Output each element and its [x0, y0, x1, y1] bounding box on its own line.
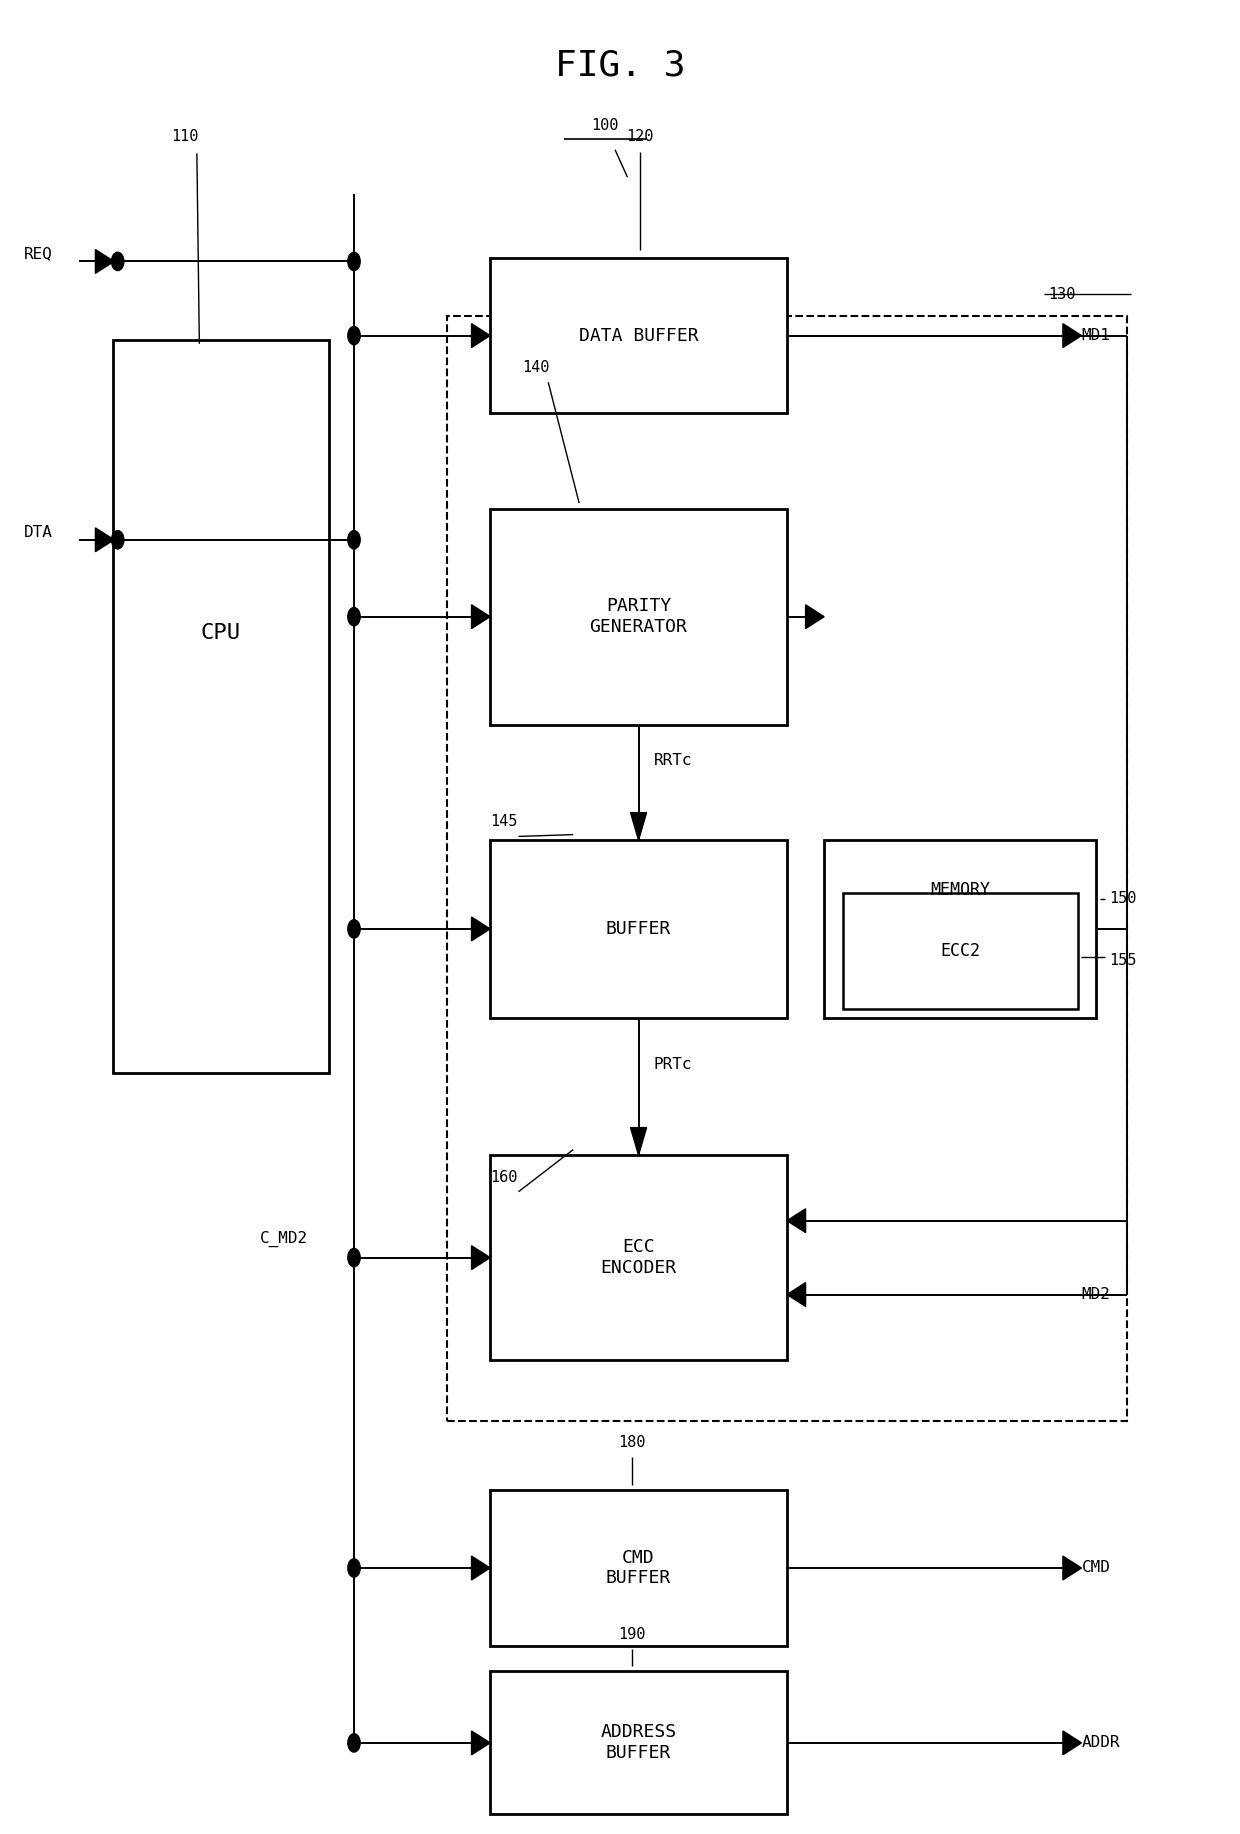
- Polygon shape: [1063, 1731, 1081, 1755]
- Circle shape: [112, 530, 124, 548]
- Bar: [490, 508, 787, 724]
- Text: ECC
ENCODER: ECC ENCODER: [600, 1238, 677, 1276]
- Text: CMD
BUFFER: CMD BUFFER: [606, 1548, 671, 1588]
- Bar: [843, 893, 1078, 1009]
- Polygon shape: [471, 1555, 490, 1579]
- Polygon shape: [471, 1731, 490, 1755]
- Polygon shape: [471, 605, 490, 629]
- Text: 150: 150: [1109, 891, 1136, 906]
- Text: 140: 140: [522, 359, 549, 376]
- Polygon shape: [806, 605, 825, 629]
- Text: FIG. 3: FIG. 3: [554, 48, 686, 83]
- Circle shape: [347, 1733, 360, 1751]
- Circle shape: [347, 1559, 360, 1577]
- Text: RRTc: RRTc: [653, 754, 692, 768]
- Polygon shape: [630, 812, 646, 840]
- Text: DTA: DTA: [24, 525, 52, 539]
- Circle shape: [347, 530, 360, 548]
- Text: 100: 100: [591, 119, 619, 134]
- Polygon shape: [95, 249, 114, 273]
- Text: 155: 155: [1109, 954, 1136, 968]
- Bar: [825, 840, 1096, 1018]
- Circle shape: [347, 1249, 360, 1267]
- Polygon shape: [1063, 323, 1081, 347]
- Text: CPU: CPU: [201, 624, 241, 644]
- Text: CMD: CMD: [1081, 1561, 1110, 1575]
- Bar: [113, 339, 330, 1073]
- Text: 110: 110: [171, 130, 198, 145]
- Polygon shape: [787, 1282, 806, 1306]
- Text: 190: 190: [619, 1627, 646, 1641]
- Polygon shape: [787, 1209, 806, 1232]
- Circle shape: [347, 253, 360, 271]
- Circle shape: [347, 326, 360, 345]
- Text: ADDRESS
BUFFER: ADDRESS BUFFER: [600, 1724, 677, 1762]
- Polygon shape: [630, 1128, 646, 1155]
- Text: PARITY
GENERATOR: PARITY GENERATOR: [590, 598, 687, 636]
- Bar: [446, 315, 1127, 1421]
- Bar: [490, 1155, 787, 1361]
- Text: MD2: MD2: [1081, 1287, 1110, 1302]
- Text: DATA BUFFER: DATA BUFFER: [579, 326, 698, 345]
- Text: MD1: MD1: [1081, 328, 1110, 343]
- Text: ADDR: ADDR: [1081, 1735, 1120, 1750]
- Text: C_MD2: C_MD2: [260, 1231, 309, 1247]
- Polygon shape: [95, 528, 114, 552]
- Text: 145: 145: [490, 814, 517, 829]
- Bar: [490, 259, 787, 413]
- Text: REQ: REQ: [24, 246, 52, 262]
- Polygon shape: [471, 1245, 490, 1269]
- Text: 160: 160: [490, 1170, 517, 1185]
- Text: ECC2: ECC2: [940, 943, 981, 959]
- Circle shape: [347, 919, 360, 937]
- Circle shape: [112, 253, 124, 271]
- Polygon shape: [1063, 1555, 1081, 1579]
- Text: 180: 180: [619, 1434, 646, 1451]
- Text: MEMORY: MEMORY: [930, 880, 991, 899]
- Polygon shape: [471, 323, 490, 347]
- Polygon shape: [471, 917, 490, 941]
- Bar: [490, 1671, 787, 1814]
- Bar: [490, 1491, 787, 1645]
- Text: PRTc: PRTc: [653, 1056, 692, 1071]
- Text: 130: 130: [1048, 286, 1075, 303]
- Text: BUFFER: BUFFER: [606, 921, 671, 937]
- Circle shape: [347, 607, 360, 625]
- Bar: [490, 840, 787, 1018]
- Text: 120: 120: [626, 130, 653, 145]
